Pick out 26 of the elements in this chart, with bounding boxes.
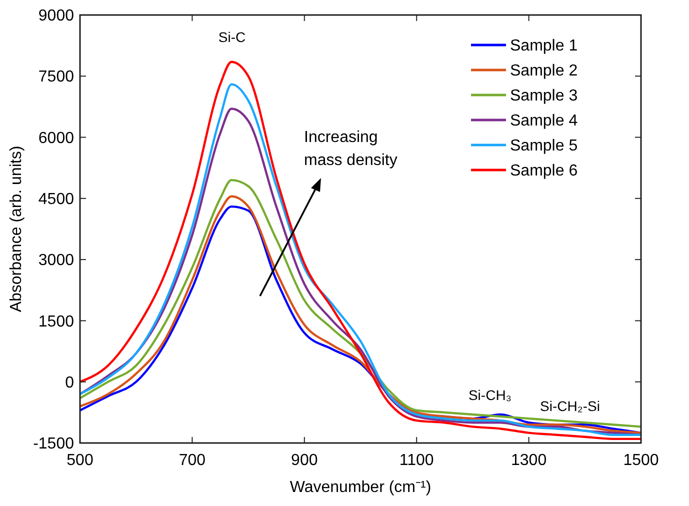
annotation: Si-C: [218, 29, 246, 45]
x-tick-label: 1100: [399, 452, 434, 469]
x-tick-label: 1300: [511, 452, 547, 469]
y-axis-title: Absorbance (arb. units): [8, 146, 25, 312]
legend-label: Sample 3: [510, 88, 578, 105]
y-tick-label: 0: [65, 374, 74, 392]
x-axis-title: Wavenumber (cm⁻¹): [290, 479, 432, 496]
x-tick-label: 500: [66, 452, 94, 469]
y-tick-label: 9000: [38, 8, 74, 25]
y-tick-label: 1500: [38, 313, 74, 330]
legend-label: Sample 6: [510, 162, 578, 180]
legend-label: Sample 4: [510, 112, 578, 130]
annotation: Si-CH₂-Si: [540, 398, 600, 414]
y-tick-label: 4500: [38, 191, 74, 208]
x-tick-label: 900: [291, 452, 318, 469]
y-tick-label: 7500: [38, 68, 74, 86]
y-tick-label: 6000: [38, 130, 74, 147]
annotation: Si-CH₃: [468, 387, 512, 403]
x-tick-label: 700: [178, 452, 206, 469]
legend-label: Sample 1: [510, 38, 578, 55]
x-tick-label: 1500: [623, 452, 659, 469]
y-tick-label: 3000: [38, 252, 74, 270]
annotation: Increasing mass density: [304, 129, 398, 169]
legend-label: Sample 5: [510, 138, 578, 155]
legend-label: Sample 2: [510, 62, 578, 80]
y-tick-label: -1500: [33, 436, 74, 453]
